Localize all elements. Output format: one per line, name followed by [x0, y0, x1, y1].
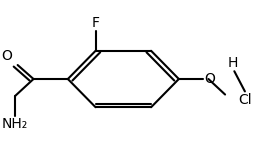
Text: O: O	[1, 49, 12, 63]
Text: H: H	[228, 56, 238, 70]
Text: Cl: Cl	[238, 93, 252, 107]
Text: F: F	[91, 16, 100, 30]
Text: NH₂: NH₂	[2, 117, 28, 131]
Text: O: O	[204, 72, 215, 86]
